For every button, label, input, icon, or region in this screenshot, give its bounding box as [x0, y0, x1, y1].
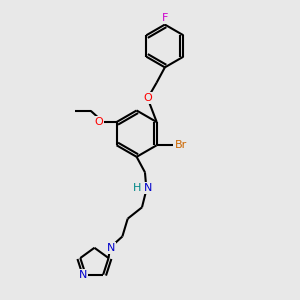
- Text: N: N: [107, 243, 116, 253]
- Text: H: H: [133, 183, 142, 193]
- Text: O: O: [94, 117, 103, 127]
- Text: Br: Br: [175, 140, 188, 150]
- Text: N: N: [144, 183, 152, 193]
- Text: O: O: [143, 93, 152, 103]
- Text: N: N: [79, 270, 88, 280]
- Text: F: F: [162, 13, 168, 23]
